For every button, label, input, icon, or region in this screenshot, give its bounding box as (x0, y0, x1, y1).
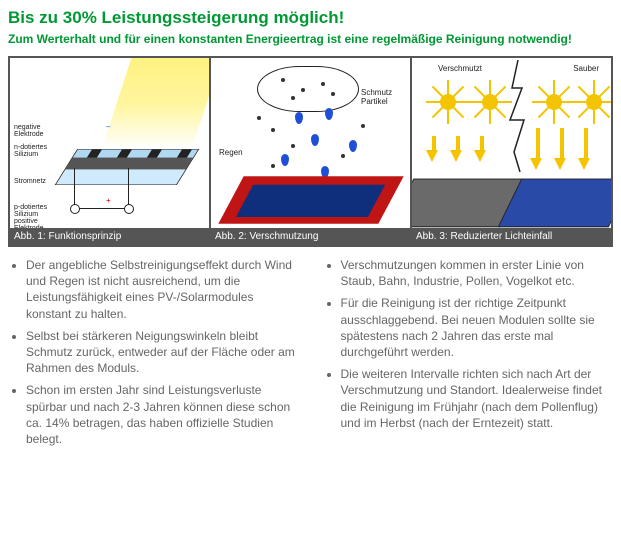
list-item: Schon im ersten Jahr sind Leistungsverlu… (26, 382, 299, 447)
figure-1: negative Elektrode n-dotiertes Silizium … (10, 58, 209, 245)
figure-strip: negative Elektrode n-dotiertes Silizium … (8, 56, 613, 247)
figure-1-graphic: negative Elektrode n-dotiertes Silizium … (10, 58, 209, 228)
fig3-label-clean: Sauber (573, 64, 599, 73)
fig1-label-p-silicon: p-dotiertes Silizium (14, 204, 66, 219)
fig1-label-neg-electrode: negative Elektrode (14, 124, 60, 139)
bullets-left-col: Der angebliche Selbstreinigungseffekt du… (8, 257, 299, 453)
fig3-label-dirty: Verschmutzt (438, 64, 482, 73)
figure-3: Verschmutzt Sauber (412, 58, 611, 245)
figure-2: Schmutz Partikel Regen Abb. 2: Verschmut… (211, 58, 410, 245)
bullets-right-list: Verschmutzungen kommen in erster Linie v… (323, 257, 614, 431)
fig2-label-rain: Regen (219, 148, 243, 157)
fig1-label-pos-electrode: positive Elektrode (14, 218, 66, 228)
bullets-left-list: Der angebliche Selbstreinigungseffekt du… (8, 257, 299, 447)
bullets-right-col: Verschmutzungen kommen in erster Linie v… (323, 257, 614, 453)
figure-2-graphic: Schmutz Partikel Regen (211, 58, 410, 228)
page-headline: Bis zu 30% Leistungssteigerung möglich! (8, 8, 613, 28)
list-item: Verschmutzungen kommen in erster Linie v… (341, 257, 614, 289)
fig1-label-grid: Stromnetz (14, 178, 60, 185)
list-item: Selbst bei stärkeren Neigungswinkeln ble… (26, 328, 299, 377)
bullets-wrap: Der angebliche Selbstreinigungseffekt du… (8, 257, 613, 453)
figure-3-graphic: Verschmutzt Sauber (412, 58, 611, 228)
figure-2-caption: Abb. 2: Verschmutzung (211, 228, 410, 245)
list-item: Der angebliche Selbstreinigungseffekt du… (26, 257, 299, 322)
fig2-label-particles: Schmutz Partikel (361, 88, 410, 106)
fig1-label-n-silicon: n-dotiertes Silizium (14, 144, 60, 159)
page-subhead: Zum Werterhalt und für einen konstanten … (8, 32, 613, 46)
figure-3-caption: Abb. 3: Reduzierter Lichteinfall (412, 228, 611, 245)
list-item: Für die Reinigung ist der richtige Zeitp… (341, 295, 614, 360)
list-item: Die weiteren Intervalle richten sich nac… (341, 366, 614, 431)
figure-1-caption: Abb. 1: Funktionsprinzip (10, 228, 209, 245)
